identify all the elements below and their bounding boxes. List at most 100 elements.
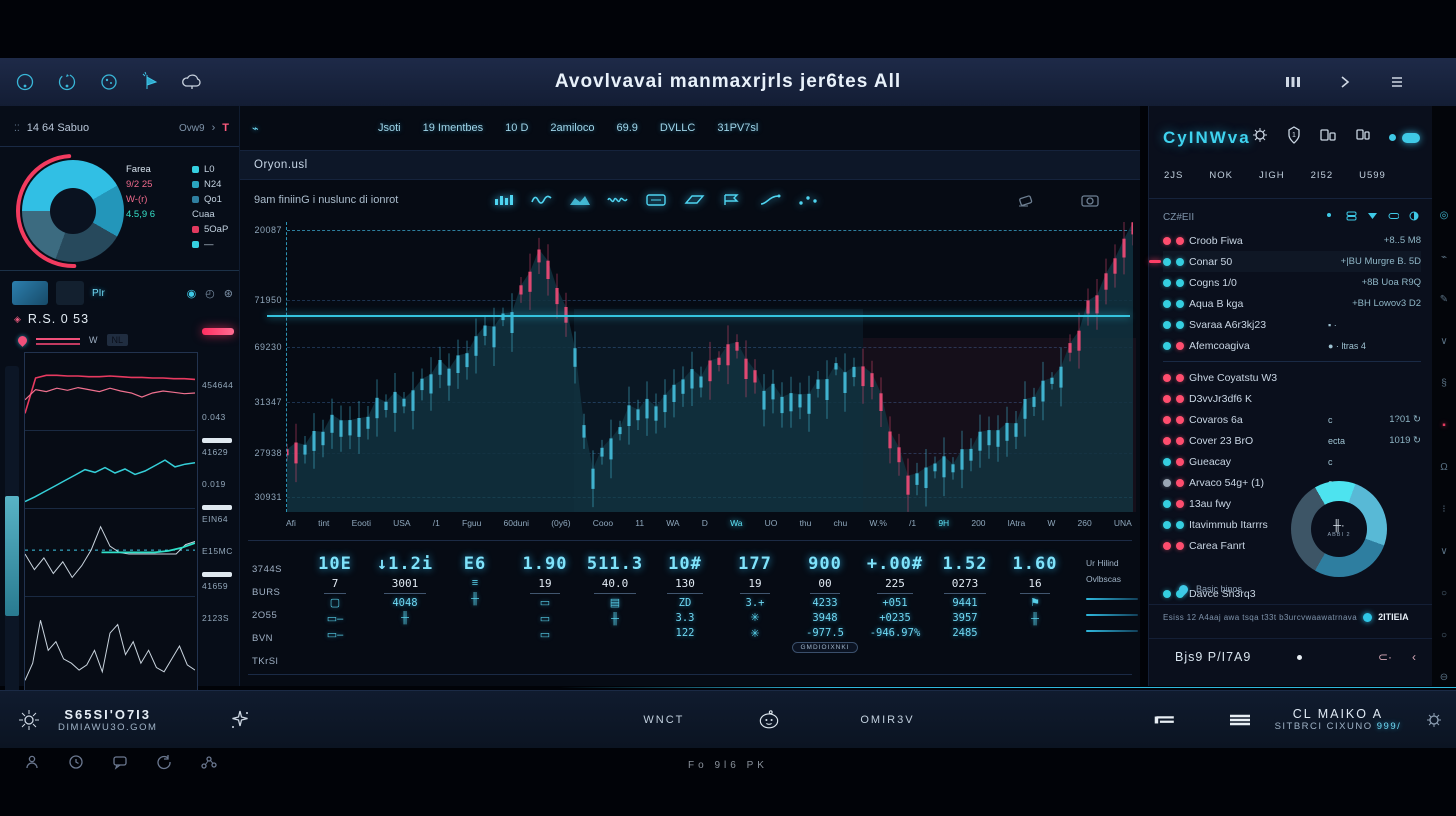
toggle-on[interactable] (1388, 132, 1420, 143)
dot-icon[interactable] (1325, 208, 1336, 226)
strip-s-curve-icon[interactable]: § (1441, 377, 1447, 389)
strip-pencil-icon[interactable]: ✎ (1439, 293, 1449, 305)
grid-icon[interactable]: ⁚⁚ (14, 122, 20, 133)
stat-flag-icon[interactable]: ⚑ (1030, 597, 1040, 609)
charttype-tag-icon[interactable] (680, 191, 708, 209)
symbol-label[interactable]: Oryon.usl (254, 159, 308, 171)
charttype-wave-icon[interactable] (528, 191, 556, 209)
db-icon[interactable] (1346, 208, 1357, 226)
watchlist-row[interactable]: Croob Fiwa +8..5 M8 (1163, 230, 1421, 251)
legend-item[interactable]: Farea (126, 162, 186, 177)
price-chart-plot[interactable] (267, 222, 1137, 512)
send-flag-icon[interactable] (138, 69, 164, 95)
tab-69-9[interactable]: 69.9 (616, 122, 638, 134)
legend-item[interactable]: L0 (192, 162, 238, 177)
stat-pill-icon[interactable]: ▭ (539, 629, 551, 641)
watchlist-row[interactable]: 13au fwy (1163, 493, 1421, 514)
clock-icon[interactable] (68, 754, 84, 775)
strip-minus-circle-icon[interactable]: ⊖ (1439, 671, 1449, 683)
mini-chart-pink[interactable] (25, 353, 195, 431)
stat-column[interactable]: +.00# 225 +051 +0235 -946.97% (860, 554, 930, 653)
star-cluster-icon[interactable] (227, 707, 253, 733)
devices2-icon[interactable] (1354, 127, 1372, 148)
chevron-right-icon[interactable] (1332, 69, 1358, 95)
watchlist-row[interactable]: Cover 23 BrO ecta 1019 ↻ (1163, 430, 1421, 451)
chat-icon[interactable] (112, 754, 128, 775)
tab-2amiloco[interactable]: 2amiloco (550, 122, 595, 134)
strip-omega-icon[interactable]: Ω (1440, 461, 1448, 473)
nodes-icon[interactable] (200, 754, 218, 775)
watchlist-row[interactable]: Svaraa A6r3kj23 ▪ · (1163, 314, 1421, 335)
tab-10-d[interactable]: 10 D (505, 122, 529, 134)
charttype-curve-icon[interactable] (756, 191, 784, 209)
mini-chart-oscillator[interactable] (25, 509, 195, 597)
legend-item[interactable]: W-(r) (126, 192, 186, 207)
lines-handle-icon[interactable] (1153, 707, 1179, 733)
stat-figure-icon[interactable]: ╫ (1031, 613, 1039, 625)
watchlist-row[interactable]: Ghve Coyatstu W3 (1163, 367, 1421, 388)
bottom-left-label[interactable]: WNCT (643, 713, 685, 726)
person-icon[interactable] (24, 754, 40, 775)
right-tab-2i52[interactable]: 2I52 (1310, 170, 1334, 181)
legend-item[interactable]: Cuaa (192, 207, 238, 222)
map-thumbnail[interactable] (12, 281, 48, 305)
tab-31pv7sl[interactable]: 31PV7sl (717, 122, 759, 134)
bottom-right-block[interactable]: CL MAIKO A SITBRCI CIXUNO 999/ (1275, 707, 1402, 732)
burst-icon[interactable]: ⊛ (223, 287, 233, 300)
stat-column[interactable]: 900 00 4233 3948 -977.5 GMDIOIXNKI (790, 554, 860, 653)
legend-item[interactable]: 9/2 25 (126, 177, 186, 192)
mini-chart-teal[interactable] (25, 431, 195, 509)
moon-icon[interactable] (1409, 208, 1420, 226)
stat-gear-icon[interactable]: ✳ (750, 612, 760, 624)
strip-chev-down-icon[interactable]: ∨ (1440, 335, 1448, 347)
strip-target-icon[interactable]: ◎ (1439, 209, 1449, 221)
watchlist-row[interactable]: Gueacay c (1163, 451, 1421, 472)
stat-column[interactable]: 177 19 3.+ ✳ ✳ (720, 554, 790, 653)
devices-icon[interactable] (1319, 127, 1337, 148)
brand-block[interactable]: S65SI'O7I3 DIMIAWU3O.GOM (58, 707, 157, 733)
watchlist-row[interactable]: Aqua B kga +BH Lowov3 D2 (1163, 293, 1421, 314)
charttype-squiggle-icon[interactable] (604, 191, 632, 209)
chevron-right-icon[interactable]: › (211, 122, 216, 134)
target-icon[interactable]: ◉ (186, 287, 197, 300)
portfolio-donut-chart[interactable] (22, 160, 124, 262)
history-icon[interactable] (96, 69, 122, 95)
columns-icon[interactable] (1280, 69, 1306, 95)
stat-figure-icon[interactable]: ╫ (401, 612, 409, 624)
stat-column[interactable]: 511.3 40.0 ▤ ╫ (580, 554, 650, 653)
gauge-icon[interactable] (12, 69, 38, 95)
watchlist-row[interactable]: Covaros 6a c 1?01 ↻ (1163, 409, 1421, 430)
gear-icon[interactable] (1251, 126, 1269, 149)
menu-icon[interactable] (1384, 69, 1410, 95)
legend-item[interactable]: N24 (192, 177, 238, 192)
stat-slider-icon[interactable]: ▭‒ (326, 613, 344, 625)
stat-list-icon[interactable]: ▤ (609, 597, 621, 609)
badge-icon[interactable]: 1 (1286, 126, 1302, 149)
tab-jsoti[interactable]: Jsoti (378, 122, 401, 134)
refresh-icon[interactable] (54, 69, 80, 95)
stat-figure-icon[interactable]: ╫ (471, 593, 479, 605)
watchlist-row[interactable]: Conar 50 +|BU Murgre B. 5D (1149, 251, 1421, 272)
tri-icon[interactable] (1367, 208, 1378, 226)
stat-checkbox-icon[interactable]: ▢ (329, 597, 341, 609)
price-level-line[interactable] (267, 314, 1130, 317)
mini-chart-volume-profile[interactable] (25, 597, 195, 693)
camera-icon[interactable] (1076, 191, 1104, 209)
watchlist-row[interactable]: D3vvJr3df6 K (1163, 388, 1421, 409)
scroll-track[interactable] (5, 366, 19, 736)
loop-icon[interactable] (156, 754, 172, 775)
strip-wand-icon[interactable]: ⌁ (1440, 251, 1448, 263)
sparkle-gear-icon[interactable] (16, 707, 42, 733)
bottom-right-label[interactable]: OMIR3V (860, 713, 915, 726)
stat-column[interactable]: ↓1.2i 3001 4048 ╫ (370, 554, 440, 653)
strip-dots3v-icon[interactable]: ⁝ (1442, 503, 1446, 515)
stat-column[interactable]: E6 ≡ ╫ (440, 554, 510, 653)
scroll-thumb[interactable] (5, 496, 19, 616)
stat-column[interactable]: 1.90 19 ▭ ▭ ▭ (510, 554, 580, 653)
watchlist-row[interactable]: Davce Sh3rq3 (1163, 583, 1421, 604)
stat-pill-icon[interactable]: ▭ (539, 613, 551, 625)
charttype-box-icon[interactable] (642, 191, 670, 209)
left-panel-right-label[interactable]: Ovw9 (179, 122, 205, 134)
watchlist-row[interactable]: Itavimmub Itarrrs (1163, 514, 1421, 535)
right-tab-nok[interactable]: NOK (1209, 170, 1233, 181)
